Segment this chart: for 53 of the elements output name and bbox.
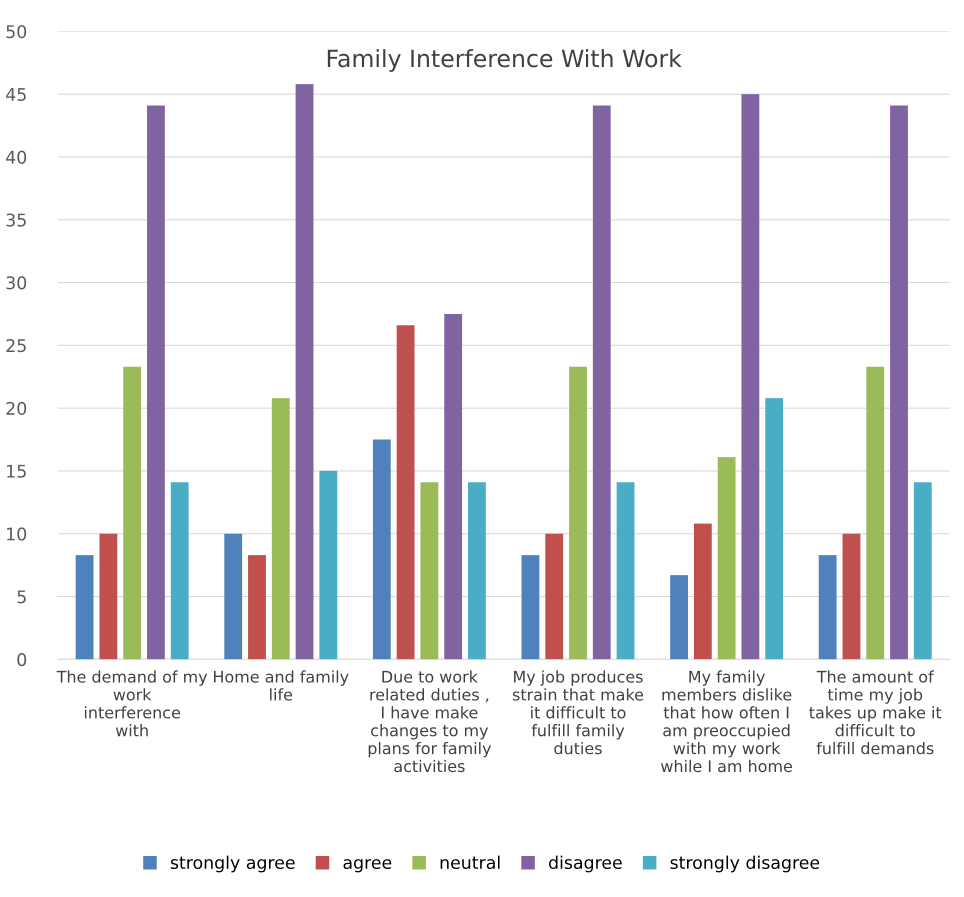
y-tick-label: 10 (7, 527, 26, 541)
bar (569, 366, 587, 660)
bar (694, 524, 712, 660)
bar (420, 482, 438, 660)
y-tick-label: 50 (6, 25, 26, 38)
legend-label: strongly disagree (670, 856, 820, 872)
x-tick-label: Due to work related duties , I have make changes to my plans for family activities (368, 670, 492, 772)
bar (842, 534, 860, 660)
y-tick-label: 5 (18, 590, 26, 604)
y-tick-label: 40 (6, 150, 26, 164)
bar (592, 105, 611, 660)
bar (170, 482, 189, 660)
bar (123, 366, 142, 660)
bar (372, 440, 391, 660)
bar (224, 534, 242, 660)
bar (468, 482, 486, 660)
y-tick-label: 30 (6, 276, 26, 290)
bar (890, 105, 908, 660)
x-tick-label: My family members dislike that how often I am preoccupied with my work while I am home (661, 670, 792, 772)
y-tick-label: 20 (6, 402, 26, 415)
bar (76, 555, 94, 660)
bar (248, 555, 266, 660)
bar (866, 366, 884, 660)
bar (147, 105, 165, 660)
x-tick-label: The demand of my work interference with (56, 670, 208, 736)
bar (272, 398, 290, 660)
legend-label: disagree (549, 856, 622, 872)
bar (319, 470, 338, 660)
bar (718, 457, 736, 660)
bar (616, 482, 634, 660)
legend-label: strongly agree (170, 856, 295, 872)
bar (545, 534, 564, 660)
x-tick-label: Home and family life (214, 670, 349, 701)
y-tick-label: 15 (7, 464, 26, 478)
bar (670, 575, 688, 660)
bar (914, 482, 932, 660)
y-tick-label: 0 (17, 653, 26, 666)
x-tick-label: My job produces strain that make it difficult to fulfill family duties (512, 670, 644, 754)
bar (765, 398, 784, 660)
text: Family Interference With Work (328, 49, 682, 72)
bar (99, 534, 118, 660)
bar (818, 555, 837, 660)
legend-label: neutral (440, 856, 500, 870)
legend-label: agree (343, 859, 392, 872)
bar (444, 314, 462, 660)
y-tick-label: 45 (6, 88, 26, 102)
bar (396, 325, 415, 660)
x-tick-label: The amount of time my job takes up make it difficult to fulfill demands (809, 670, 942, 754)
bar (296, 84, 314, 660)
bar (522, 555, 540, 660)
y-tick-label: 25 (6, 339, 26, 352)
bar (741, 94, 760, 660)
y-tick-label: 35 (6, 213, 26, 227)
